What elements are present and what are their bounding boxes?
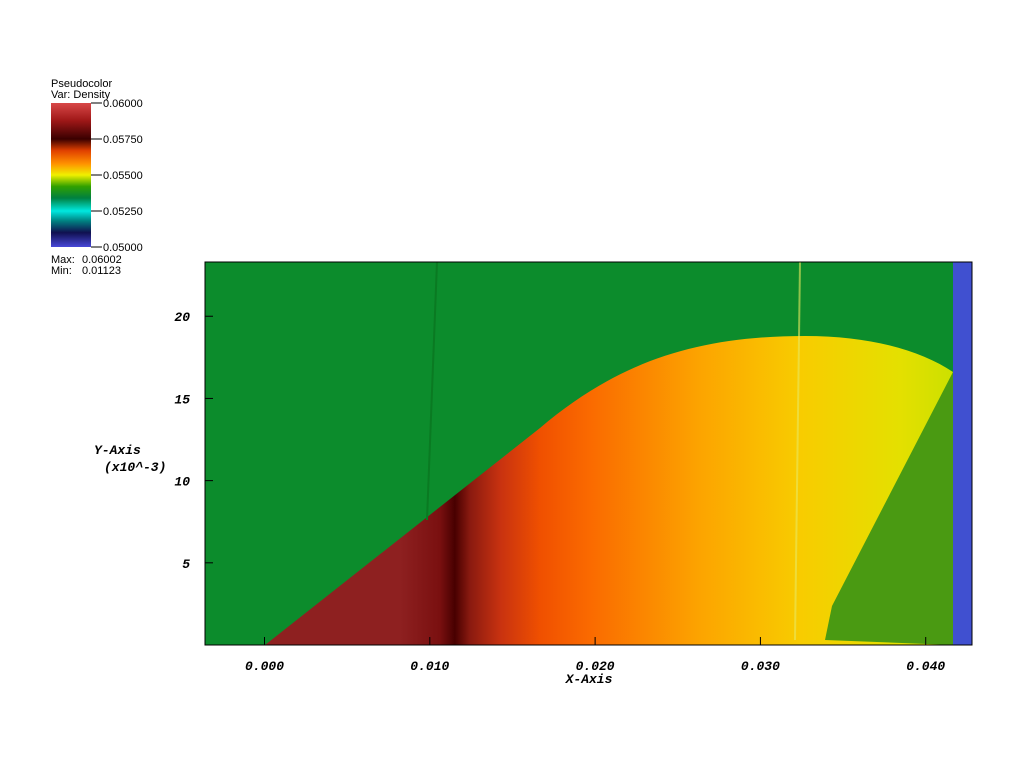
- colorbar-tick-label: 0.05000: [103, 242, 143, 254]
- field-line: [426, 262, 438, 521]
- x-tick-label: 0.040: [906, 659, 945, 674]
- colorbar: [51, 103, 91, 247]
- shocked-region: [265, 336, 953, 645]
- field-line: [794, 262, 801, 641]
- x-axis-label: X-Axis: [565, 672, 613, 687]
- y-scale-label: (x10^-3): [104, 460, 166, 475]
- y-tick-label: 20: [174, 310, 190, 325]
- y-tick-label: 10: [174, 475, 190, 490]
- min-label: Min:: [51, 265, 72, 277]
- colorbar-tick-label: 0.05500: [103, 170, 143, 182]
- y-tick-label: 15: [174, 392, 190, 407]
- field: [205, 262, 972, 645]
- legend-title: Pseudocolor: [51, 78, 112, 90]
- y-tick-label: 5: [182, 557, 190, 572]
- reflected-region: [825, 372, 953, 645]
- y-axis-label: Y-Axis: [94, 443, 141, 458]
- x-tick-label: 0.010: [410, 659, 449, 674]
- max-label: Max:: [51, 254, 75, 266]
- min-value: 0.01123: [82, 265, 121, 277]
- x-tick-label: 0.030: [741, 659, 780, 674]
- x-tick-label: 0.020: [576, 659, 615, 674]
- plot-frame: [204, 261, 973, 646]
- colorbar-tick-label: 0.06000: [103, 98, 143, 110]
- max-value: 0.06002: [82, 254, 122, 266]
- colorbar-tick-label: 0.05250: [103, 206, 143, 218]
- legend-variable: Var: Density: [51, 89, 111, 101]
- colorbar-tick-label: 0.05750: [103, 134, 143, 146]
- x-tick-label: 0.000: [245, 659, 284, 674]
- wall-region: [953, 262, 972, 645]
